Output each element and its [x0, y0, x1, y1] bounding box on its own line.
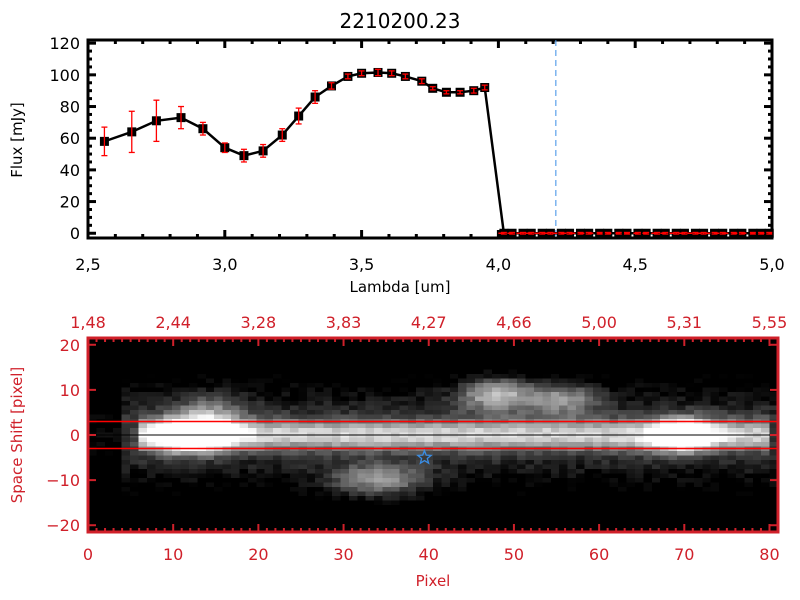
x-tick-label: 5,0: [759, 255, 784, 274]
space-shift-tick-label: 0: [70, 426, 80, 445]
wavelength-tick-label: 5,31: [666, 313, 702, 332]
pixel-tick-label: 0: [83, 545, 93, 564]
wavelength-tick-label: 3,83: [326, 313, 362, 332]
pixel-axis-label: Pixel: [416, 572, 451, 590]
wavelength-tick-label: 4,66: [496, 313, 532, 332]
y-tick-label: 40: [60, 161, 80, 180]
wavelength-tick-label: 3,28: [241, 313, 277, 332]
wavelength-tick-label: 4,27: [411, 313, 447, 332]
flux-spectrum-plot: 2210200.23 2,5 3,0 3,5 4,0 4,5 5,0 0 20 40 60 80 10…: [8, 9, 785, 296]
x-tick-label: 4,5: [622, 255, 647, 274]
pixel-tick-label: 10: [163, 545, 183, 564]
wavelength-tick-label: 5,55: [752, 313, 788, 332]
pixel-tick-label: 50: [504, 545, 524, 564]
space-shift-tick-label: −20: [46, 516, 80, 535]
pixel-tick-label: 80: [759, 545, 779, 564]
y-tick-label: 100: [49, 66, 80, 85]
pixel-tick-label: 20: [248, 545, 268, 564]
y-tick-label: 0: [70, 224, 80, 243]
x-tick-label: 3,5: [349, 255, 374, 274]
x-tick-label: 4,0: [486, 255, 511, 274]
pixel-tick-label: 40: [419, 545, 439, 564]
wavelength-tick-label: 5,00: [581, 313, 617, 332]
y-tick-label: 60: [60, 129, 80, 148]
wavelength-tick-label: 1,48: [70, 313, 106, 332]
space-shift-tick-label: 10: [60, 381, 80, 400]
pixel-tick-label: 70: [674, 545, 694, 564]
pixel-tick-label: 60: [589, 545, 609, 564]
y-tick-label: 80: [60, 98, 80, 117]
y-tick-label: 20: [60, 193, 80, 212]
star-icon: [416, 448, 433, 465]
x-axis-label: Lambda [um]: [350, 278, 451, 296]
x-tick-label: 3,0: [212, 255, 237, 274]
wavelength-tick-label: 2,44: [155, 313, 191, 332]
y-tick-label: 120: [49, 34, 80, 53]
space-shift-axis-label: Space Shift [pixel]: [8, 367, 26, 504]
space-shift-tick-label: 20: [60, 336, 80, 355]
pixel-tick-label: 30: [333, 545, 353, 564]
y-axis-label: Flux [mJy]: [8, 102, 26, 178]
x-tick-label: 2,5: [75, 255, 100, 274]
space-shift-tick-label: −10: [46, 471, 80, 490]
plot-title: 2210200.23: [340, 9, 461, 33]
